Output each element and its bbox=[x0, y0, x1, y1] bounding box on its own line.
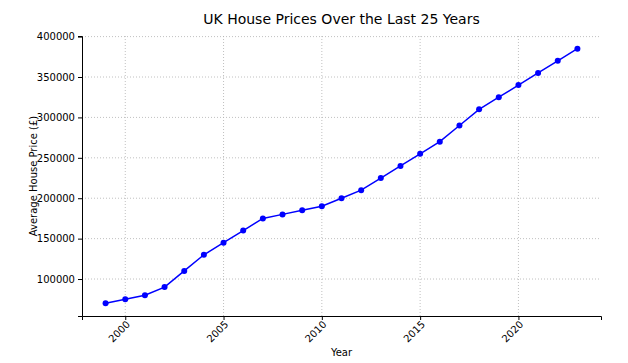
grid-line bbox=[82, 36, 601, 37]
y-tick: 400000 bbox=[37, 31, 82, 42]
title: UK House Prices Over the Last 25 Years bbox=[203, 11, 479, 27]
point bbox=[417, 151, 423, 157]
y-axis-line bbox=[78, 37, 83, 317]
point bbox=[339, 195, 345, 201]
point bbox=[181, 268, 187, 274]
tick-mark bbox=[420, 316, 421, 320]
grid-line bbox=[420, 36, 421, 316]
point bbox=[555, 58, 561, 64]
point bbox=[201, 252, 207, 258]
grid-line bbox=[223, 36, 224, 316]
x-axis-title: Year bbox=[330, 347, 353, 358]
point bbox=[122, 296, 128, 302]
x-axis: 2000 2005 2010 2015 2020 bbox=[83, 316, 602, 344]
tick-label: 400000 bbox=[37, 31, 75, 42]
point bbox=[476, 106, 482, 112]
line bbox=[106, 49, 578, 304]
point bbox=[162, 284, 168, 290]
tick-label: 2015 bbox=[401, 319, 427, 345]
y-tick: 250000 bbox=[37, 153, 82, 164]
tick-label: 2000 bbox=[106, 319, 132, 345]
tick-label: 350000 bbox=[37, 72, 75, 83]
y-axis-title: Average House Price (£) bbox=[28, 116, 39, 237]
grid-line bbox=[82, 117, 601, 118]
grid-line bbox=[82, 77, 601, 78]
plot-area: 2000 2005 2010 2015 2020 100000 150000 200000 25… bbox=[37, 31, 602, 344]
grid-line bbox=[518, 36, 519, 316]
point bbox=[240, 228, 246, 234]
y-tick: 350000 bbox=[37, 72, 82, 83]
tick-mark bbox=[125, 316, 126, 320]
tick-label: 150000 bbox=[37, 233, 75, 244]
tick-mark bbox=[78, 279, 82, 280]
tick-mark bbox=[322, 316, 323, 320]
tick-mark bbox=[518, 316, 519, 320]
point bbox=[397, 163, 403, 169]
y-axis: 100000 150000 200000 250000 300000 350000 4000… bbox=[37, 31, 83, 316]
point bbox=[456, 122, 462, 128]
y-tick: 200000 bbox=[37, 193, 82, 204]
grid-line bbox=[82, 238, 601, 239]
chart: 2000 2005 2010 2015 2020 100000 150000 200000 25… bbox=[0, 0, 628, 363]
point bbox=[496, 94, 502, 100]
grid-line bbox=[82, 157, 601, 158]
tick-mark bbox=[78, 37, 82, 38]
grid bbox=[82, 36, 601, 316]
tick-label: 250000 bbox=[37, 153, 75, 164]
point bbox=[221, 240, 227, 246]
tick-mark bbox=[78, 239, 82, 240]
x-tick: 2005 bbox=[205, 316, 231, 344]
point bbox=[358, 187, 364, 193]
x-tick: 2000 bbox=[106, 316, 132, 344]
tick-mark bbox=[78, 77, 82, 78]
y-tick: 100000 bbox=[37, 274, 82, 285]
point bbox=[299, 207, 305, 213]
tick-label: 2005 bbox=[205, 319, 231, 345]
point bbox=[515, 82, 521, 88]
point bbox=[437, 139, 443, 145]
point bbox=[319, 203, 325, 209]
tick-label: 300000 bbox=[37, 112, 75, 123]
grid-line bbox=[125, 36, 126, 316]
x-tick: 2020 bbox=[500, 316, 526, 344]
x-tick: 2010 bbox=[303, 316, 329, 344]
y-tick: 300000 bbox=[37, 112, 82, 123]
x-axis-line bbox=[83, 317, 602, 321]
point bbox=[142, 292, 148, 298]
point bbox=[574, 46, 580, 52]
grid-line bbox=[82, 279, 601, 280]
tick-mark bbox=[224, 316, 225, 320]
tick-label: 2010 bbox=[303, 319, 329, 345]
tick-mark bbox=[78, 117, 82, 118]
x-tick: 2015 bbox=[401, 316, 427, 344]
point bbox=[280, 211, 286, 217]
tick-label: 100000 bbox=[37, 274, 75, 285]
tick-mark bbox=[78, 198, 82, 199]
point bbox=[535, 70, 541, 76]
point bbox=[378, 175, 384, 181]
grid-line bbox=[321, 36, 322, 316]
tick-label: 2020 bbox=[500, 319, 526, 345]
point bbox=[260, 215, 266, 221]
tick-mark bbox=[78, 158, 82, 159]
data-layer bbox=[103, 46, 581, 307]
y-tick: 150000 bbox=[37, 233, 82, 244]
tick-label: 200000 bbox=[37, 193, 75, 204]
point bbox=[103, 300, 109, 306]
